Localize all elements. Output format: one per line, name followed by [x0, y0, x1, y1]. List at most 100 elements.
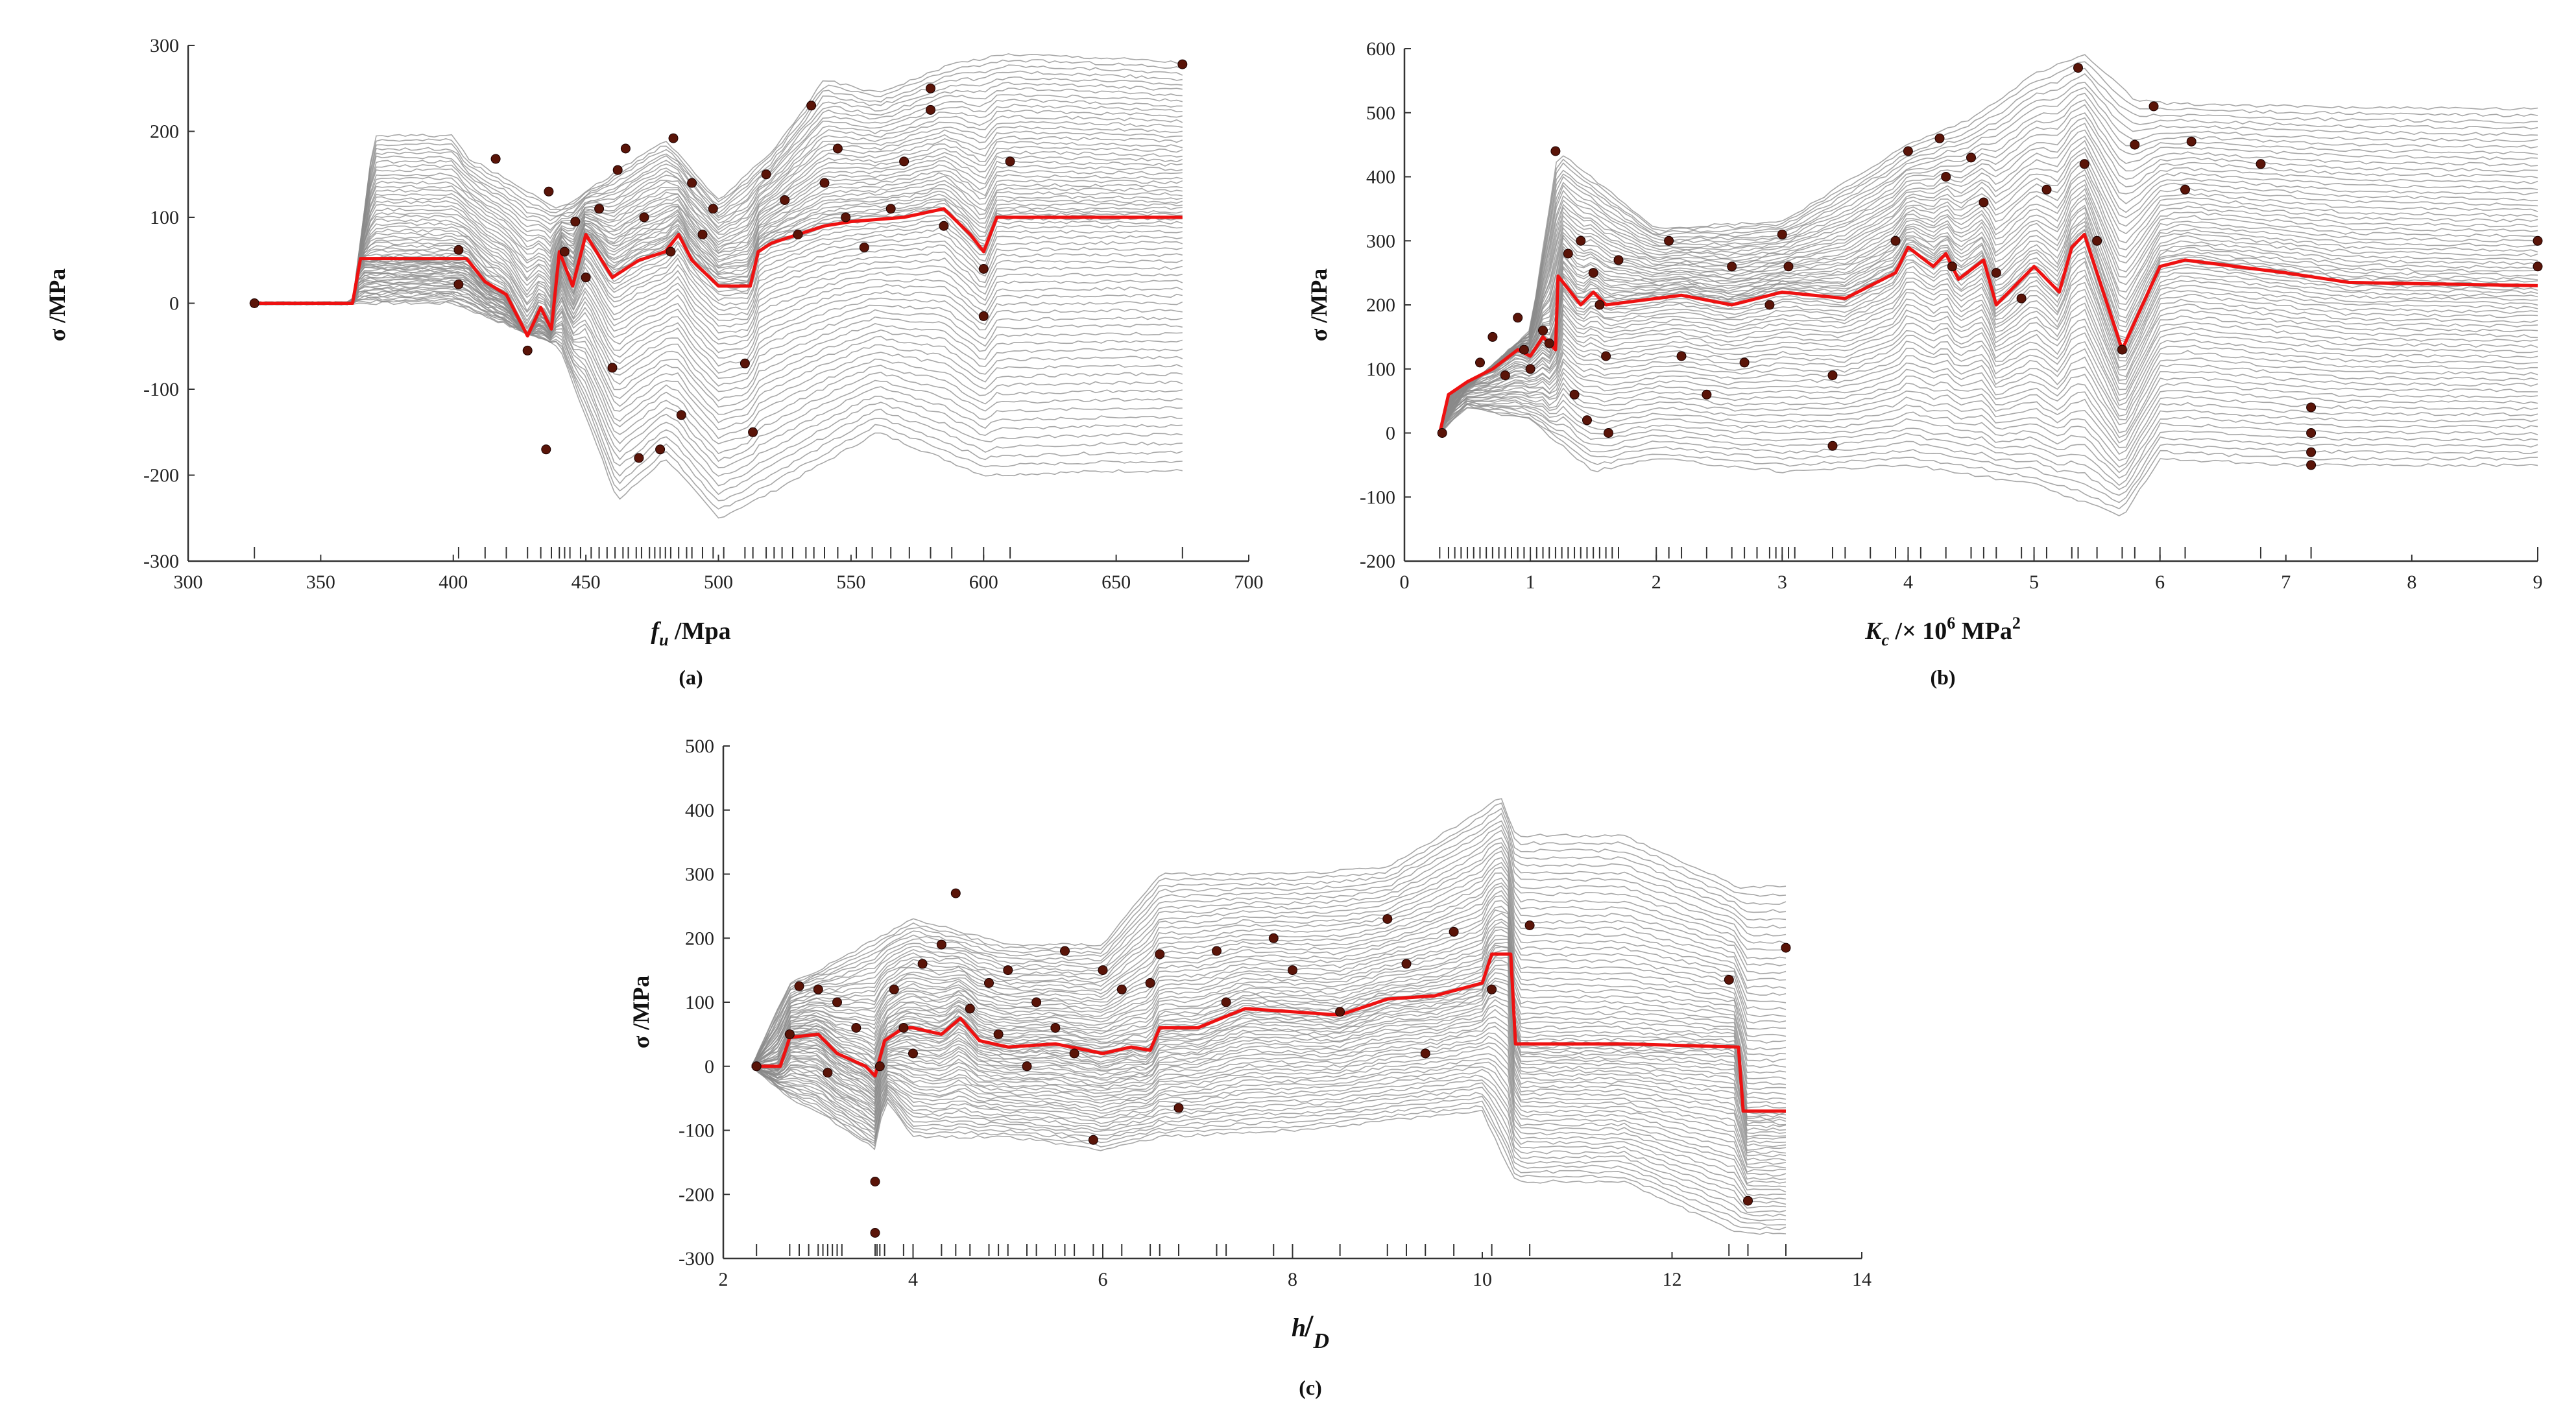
x-tick-label: 600: [969, 571, 998, 593]
y-tick-label: 400: [685, 800, 714, 821]
ice-curve: [1439, 250, 2538, 433]
ice-curve: [1439, 368, 2538, 439]
ice-curve: [751, 802, 1787, 1067]
data-point: [1088, 1135, 1098, 1145]
data-point: [926, 104, 935, 115]
data-point: [1563, 248, 1573, 259]
y-tick-label: -100: [679, 1120, 714, 1142]
ice-curve: [1439, 211, 2538, 433]
ice-curve: [751, 890, 1787, 1068]
ice-curve: [1439, 117, 2538, 433]
data-point: [889, 984, 899, 994]
ice-curve: [254, 240, 1183, 336]
ice-curve: [254, 160, 1183, 306]
data-point: [1174, 1103, 1184, 1113]
y-tick-label: -200: [1360, 551, 1395, 572]
data-point: [859, 242, 869, 252]
ice-curve: [1439, 224, 2538, 433]
panel-b-xlabel: Kc /× 106 MPa2: [1864, 614, 2021, 649]
ice-curve: [1439, 184, 2538, 432]
data-point: [1676, 351, 1687, 361]
ice-curve: [1439, 123, 2538, 433]
data-point: [668, 133, 679, 143]
ice-curve: [751, 846, 1787, 1067]
ice-curve: [751, 882, 1787, 1068]
ice-curve: [254, 274, 1183, 379]
data-point: [687, 178, 697, 188]
data-point: [1827, 440, 1838, 451]
ice-curve: [254, 289, 1183, 455]
x-tick-label: 450: [572, 571, 601, 593]
data-point: [1145, 978, 1155, 988]
data-point: [1401, 959, 1412, 969]
ice-curve: [254, 76, 1183, 306]
x-tick-label: 14: [1852, 1269, 1872, 1290]
ice-curve: [751, 1026, 1787, 1161]
ice-curve: [1439, 179, 2538, 432]
ice-curve: [1439, 228, 2538, 433]
panel-a-ylabel: σ /MPa: [44, 269, 70, 342]
data-point: [2130, 139, 2140, 150]
x-tick-label: 7: [2281, 571, 2291, 593]
ice-curve: [751, 837, 1787, 1066]
x-tick-label: 8: [2407, 571, 2416, 593]
pdp-average-line: [254, 207, 1183, 338]
panel-c-ylabel: σ /MPa: [628, 976, 654, 1049]
data-point: [793, 230, 803, 239]
ice-curve: [254, 269, 1183, 354]
data-point: [1382, 914, 1393, 924]
ice-curve: [1439, 73, 2538, 432]
data-point: [1934, 133, 1945, 143]
ice-curve: [1439, 187, 2538, 434]
ice-curve: [751, 926, 1787, 1074]
ice-curve: [1439, 246, 2538, 433]
ice-curve: [1439, 341, 2538, 433]
panel-c-axes: 2 4 6 8 10 12 14 -300 -200 -100 0 100 200 300 400 500: [679, 736, 1872, 1290]
ice-curve: [1439, 197, 2538, 433]
data-point: [1947, 261, 1957, 272]
x-tick-label: 700: [1234, 571, 1264, 593]
ice-curve: [254, 172, 1183, 306]
x-tick-label: 400: [439, 571, 468, 593]
data-point: [1966, 152, 1976, 163]
ice-curve: [751, 820, 1787, 1067]
panel-b-chart: 0 1 2 3 4 5 6 7 8 9 -200 -100 0 100 200 300 400 500 600 σ …: [1306, 38, 2543, 689]
data-point: [607, 363, 618, 373]
ice-curve: [751, 909, 1787, 1066]
data-point: [748, 427, 758, 437]
data-point: [2186, 136, 2197, 147]
ice-curve: [751, 1065, 1787, 1196]
data-point: [917, 959, 928, 969]
ice-curve: [254, 223, 1183, 335]
ice-curve: [254, 227, 1183, 338]
data-point: [453, 245, 464, 255]
ice-curve: [1439, 174, 2538, 435]
ice-curve: [751, 1042, 1787, 1173]
ice-curve: [254, 284, 1183, 431]
ice-curve: [254, 286, 1183, 440]
x-tick-label: 6: [1098, 1269, 1108, 1290]
ice-curve: [254, 268, 1183, 346]
ice-curve: [751, 1046, 1787, 1177]
x-tick-label: 2: [719, 1269, 728, 1290]
ice-curve: [1439, 403, 2538, 503]
data-point: [1268, 933, 1279, 943]
ice-curve: [254, 299, 1183, 510]
data-point: [978, 311, 989, 321]
data-point: [666, 247, 676, 257]
data-point: [708, 204, 718, 214]
data-point: [832, 997, 842, 1007]
data-point: [1777, 229, 1787, 239]
ice-curve: [751, 1065, 1787, 1205]
ice-curve: [254, 64, 1183, 306]
ice-curve: [751, 935, 1787, 1085]
data-point: [761, 169, 771, 180]
data-point: [984, 978, 994, 988]
data-point: [1903, 146, 1913, 156]
data-point: [634, 453, 644, 463]
ice-curve: [254, 276, 1183, 387]
data-point: [1582, 415, 1592, 426]
data-point: [1783, 261, 1794, 272]
panel-b-rug: [1439, 547, 2538, 559]
